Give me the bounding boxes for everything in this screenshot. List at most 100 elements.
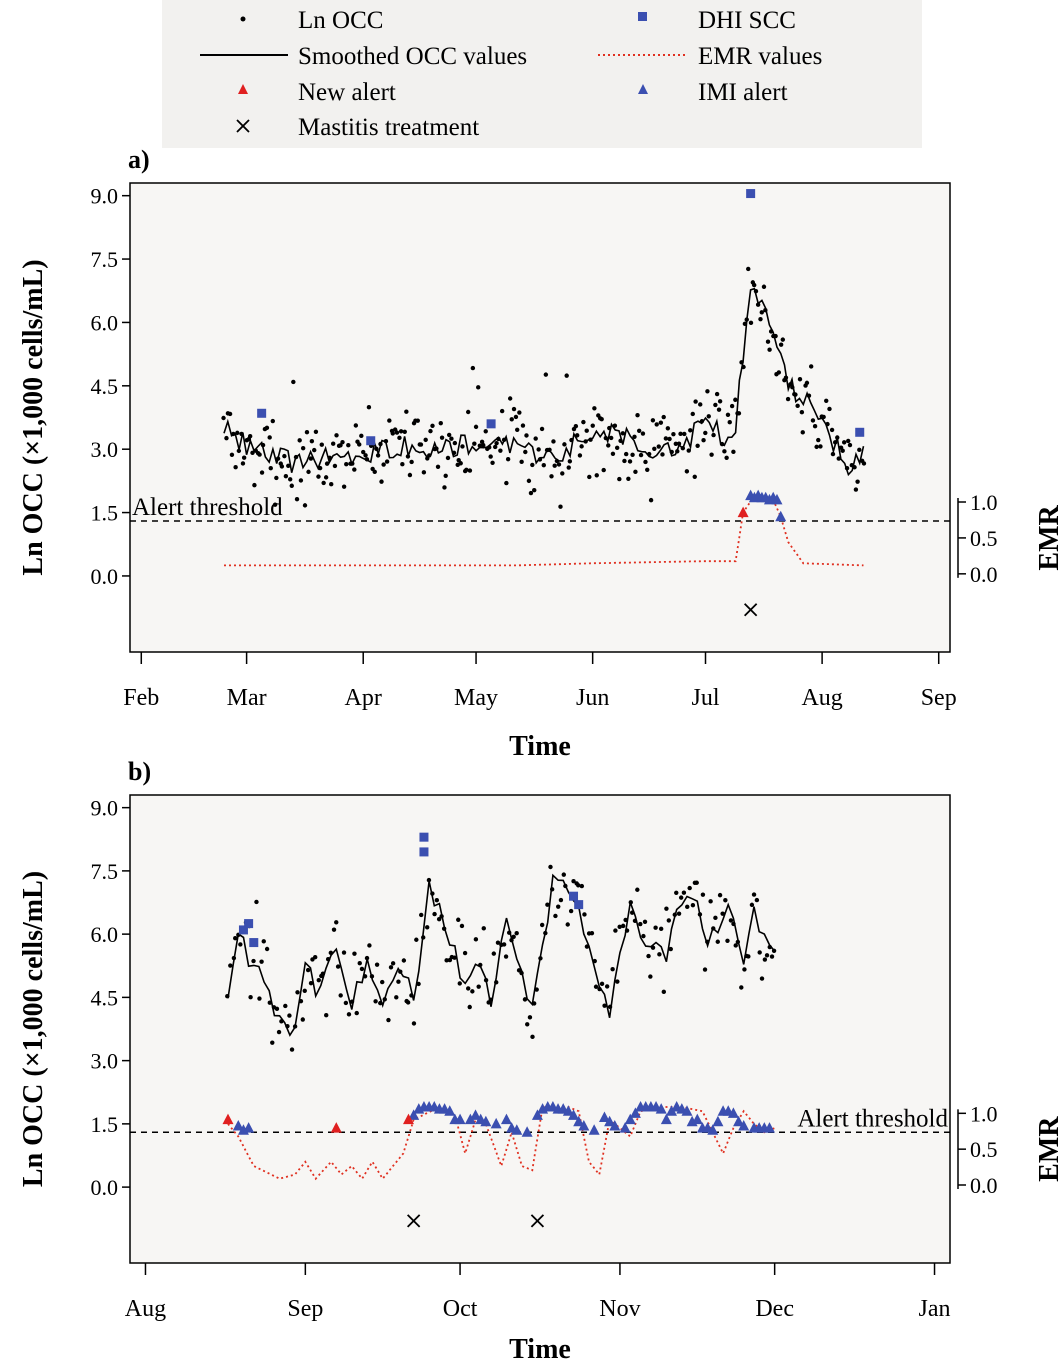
ln-occ-point [731,449,736,455]
emr-values-line [227,1105,776,1181]
ln-occ-point [749,902,755,908]
imi-alert-marker [775,510,787,522]
ln-occ-point [415,418,420,423]
ln-occ-point [530,462,535,468]
ln-occ-point [728,918,734,923]
ln-occ-point [457,981,462,986]
y-axis-title: Ln OCC (×1,000 cells/mL) [18,871,49,1187]
ln-occ-point [247,434,253,439]
ln-occ-point [613,928,618,933]
ln-occ-point [711,432,716,438]
ln-occ-point [579,444,584,449]
ln-occ-point [372,469,377,475]
ln-occ-point [525,1022,530,1027]
ln-occ-point [507,396,513,401]
ln-occ-point [627,459,633,464]
dhi-scc-marker [569,891,579,901]
ln-occ-point [357,961,362,966]
ln-occ-point [504,480,509,486]
ln-occ-point [481,926,486,931]
ln-occ-point [251,958,256,964]
dhi-scc-marker [366,436,376,446]
ln-occ-point [804,380,810,386]
ln-occ-point [671,431,676,437]
ln-occ-point [374,962,380,967]
ln-occ-point [341,950,347,955]
ln-occ-point [645,467,650,472]
ln-occ-point [754,897,760,903]
legend-label-smoothed: Smoothed OCC values [298,43,527,70]
imi-alert-marker [771,493,783,505]
ln-occ-point [491,951,497,956]
ln-occ-point [316,977,321,983]
imi-alert-marker [562,1105,574,1116]
ln-occ-point [545,902,550,907]
ln-occ-point [321,480,326,486]
ln-occ-point [264,425,270,431]
ln-occ-point [304,430,310,435]
ln-occ-point [694,880,699,885]
ln-occ-point [561,872,566,877]
ln-occ-point [599,981,605,987]
imi-alert-marker [573,1115,585,1127]
ln-occ-point [610,451,616,457]
ln-occ-point [713,402,718,408]
ln-occ-point [746,954,751,959]
ln-occ-point [274,475,279,481]
imi-alert-marker [712,1115,724,1127]
ln-occ-point [678,431,683,437]
ln-occ-point [827,406,832,412]
ln-occ-point [810,418,816,423]
ln-occ-point [401,958,407,963]
ln-occ-point [648,974,653,979]
ln-occ-point [632,434,637,439]
imi-alert-marker [763,1122,775,1133]
ln-occ-point [283,1003,288,1009]
ln-occ-point [373,999,378,1004]
ln-occ-point [363,453,368,458]
ln-occ-point [419,912,424,918]
ln-occ-point [727,419,732,425]
ln-occ-point [343,1000,349,1006]
legend-blue-triangle-icon [638,84,648,94]
ln-occ-point [654,422,659,427]
ln-occ-point [233,935,238,941]
ln-occ-point [556,904,561,909]
imi-alert-marker [655,1103,667,1114]
ln-occ-point [444,958,449,963]
legend-label-dhi-scc: DHI SCC [698,7,796,34]
ln-occ-point [656,444,661,449]
ln-occ-point [720,911,725,916]
ln-occ-point [238,942,243,947]
imi-alert-marker [568,1109,580,1120]
ln-occ-point [816,437,821,443]
ln-occ-point [560,471,565,476]
ln-occ-point [379,479,384,484]
ln-occ-point [564,373,569,378]
imi-alert-marker [691,1113,703,1125]
x-tick-label: Nov [599,1296,640,1322]
ln-occ-point [259,470,265,475]
ln-occ-point [824,398,829,403]
y-tick-label: 3.0 [91,437,119,462]
ln-occ-point [626,476,631,481]
ln-occ-point [706,414,711,419]
ln-occ-point [300,1017,305,1022]
ln-occ-point [847,442,853,448]
dhi-scc-marker [419,832,429,842]
ln-occ-point [658,420,664,425]
ln-occ-point [780,337,786,342]
ln-occ-point [795,403,800,409]
ln-occ-point [270,1040,275,1045]
ln-occ-point [282,453,287,459]
ln-occ-point [274,1006,280,1012]
ln-occ-point [308,456,314,461]
ln-occ-point [568,908,574,914]
ln-occ-point [620,923,626,929]
ln-occ-point [643,459,648,465]
ln-occ-point [527,1015,533,1020]
ln-occ-point [407,472,413,478]
ln-occ-point [467,1004,472,1010]
ln-occ-point [776,370,782,375]
dhi-scc-marker [257,408,267,418]
